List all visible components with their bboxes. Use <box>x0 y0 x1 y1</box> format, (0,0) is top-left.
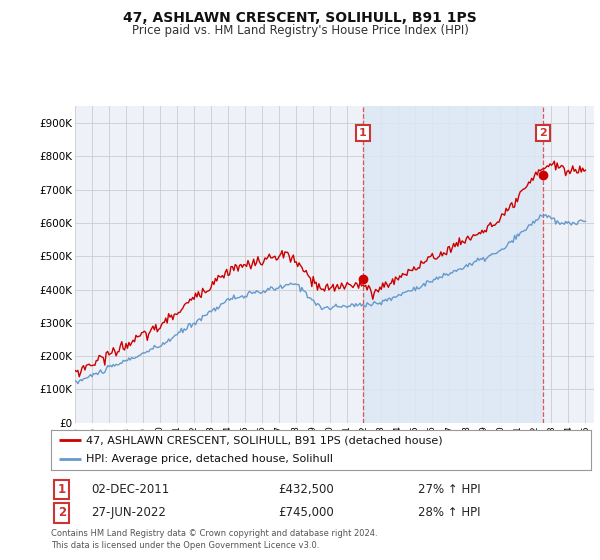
Text: 2: 2 <box>539 128 547 138</box>
Text: 28% ↑ HPI: 28% ↑ HPI <box>418 506 481 520</box>
Text: 2: 2 <box>58 506 66 520</box>
Text: Contains HM Land Registry data © Crown copyright and database right 2024.
This d: Contains HM Land Registry data © Crown c… <box>51 529 377 550</box>
Text: 1: 1 <box>58 483 66 496</box>
Text: 47, ASHLAWN CRESCENT, SOLIHULL, B91 1PS: 47, ASHLAWN CRESCENT, SOLIHULL, B91 1PS <box>123 11 477 25</box>
Bar <box>363 106 543 423</box>
Text: Price paid vs. HM Land Registry's House Price Index (HPI): Price paid vs. HM Land Registry's House … <box>131 24 469 37</box>
Text: 02-DEC-2011: 02-DEC-2011 <box>91 483 170 496</box>
Text: 27% ↑ HPI: 27% ↑ HPI <box>418 483 481 496</box>
Text: 27-JUN-2022: 27-JUN-2022 <box>91 506 166 520</box>
Text: 1: 1 <box>359 128 367 138</box>
Text: HPI: Average price, detached house, Solihull: HPI: Average price, detached house, Soli… <box>86 454 333 464</box>
Text: £432,500: £432,500 <box>278 483 334 496</box>
Text: £745,000: £745,000 <box>278 506 334 520</box>
Text: 47, ASHLAWN CRESCENT, SOLIHULL, B91 1PS (detached house): 47, ASHLAWN CRESCENT, SOLIHULL, B91 1PS … <box>86 435 443 445</box>
